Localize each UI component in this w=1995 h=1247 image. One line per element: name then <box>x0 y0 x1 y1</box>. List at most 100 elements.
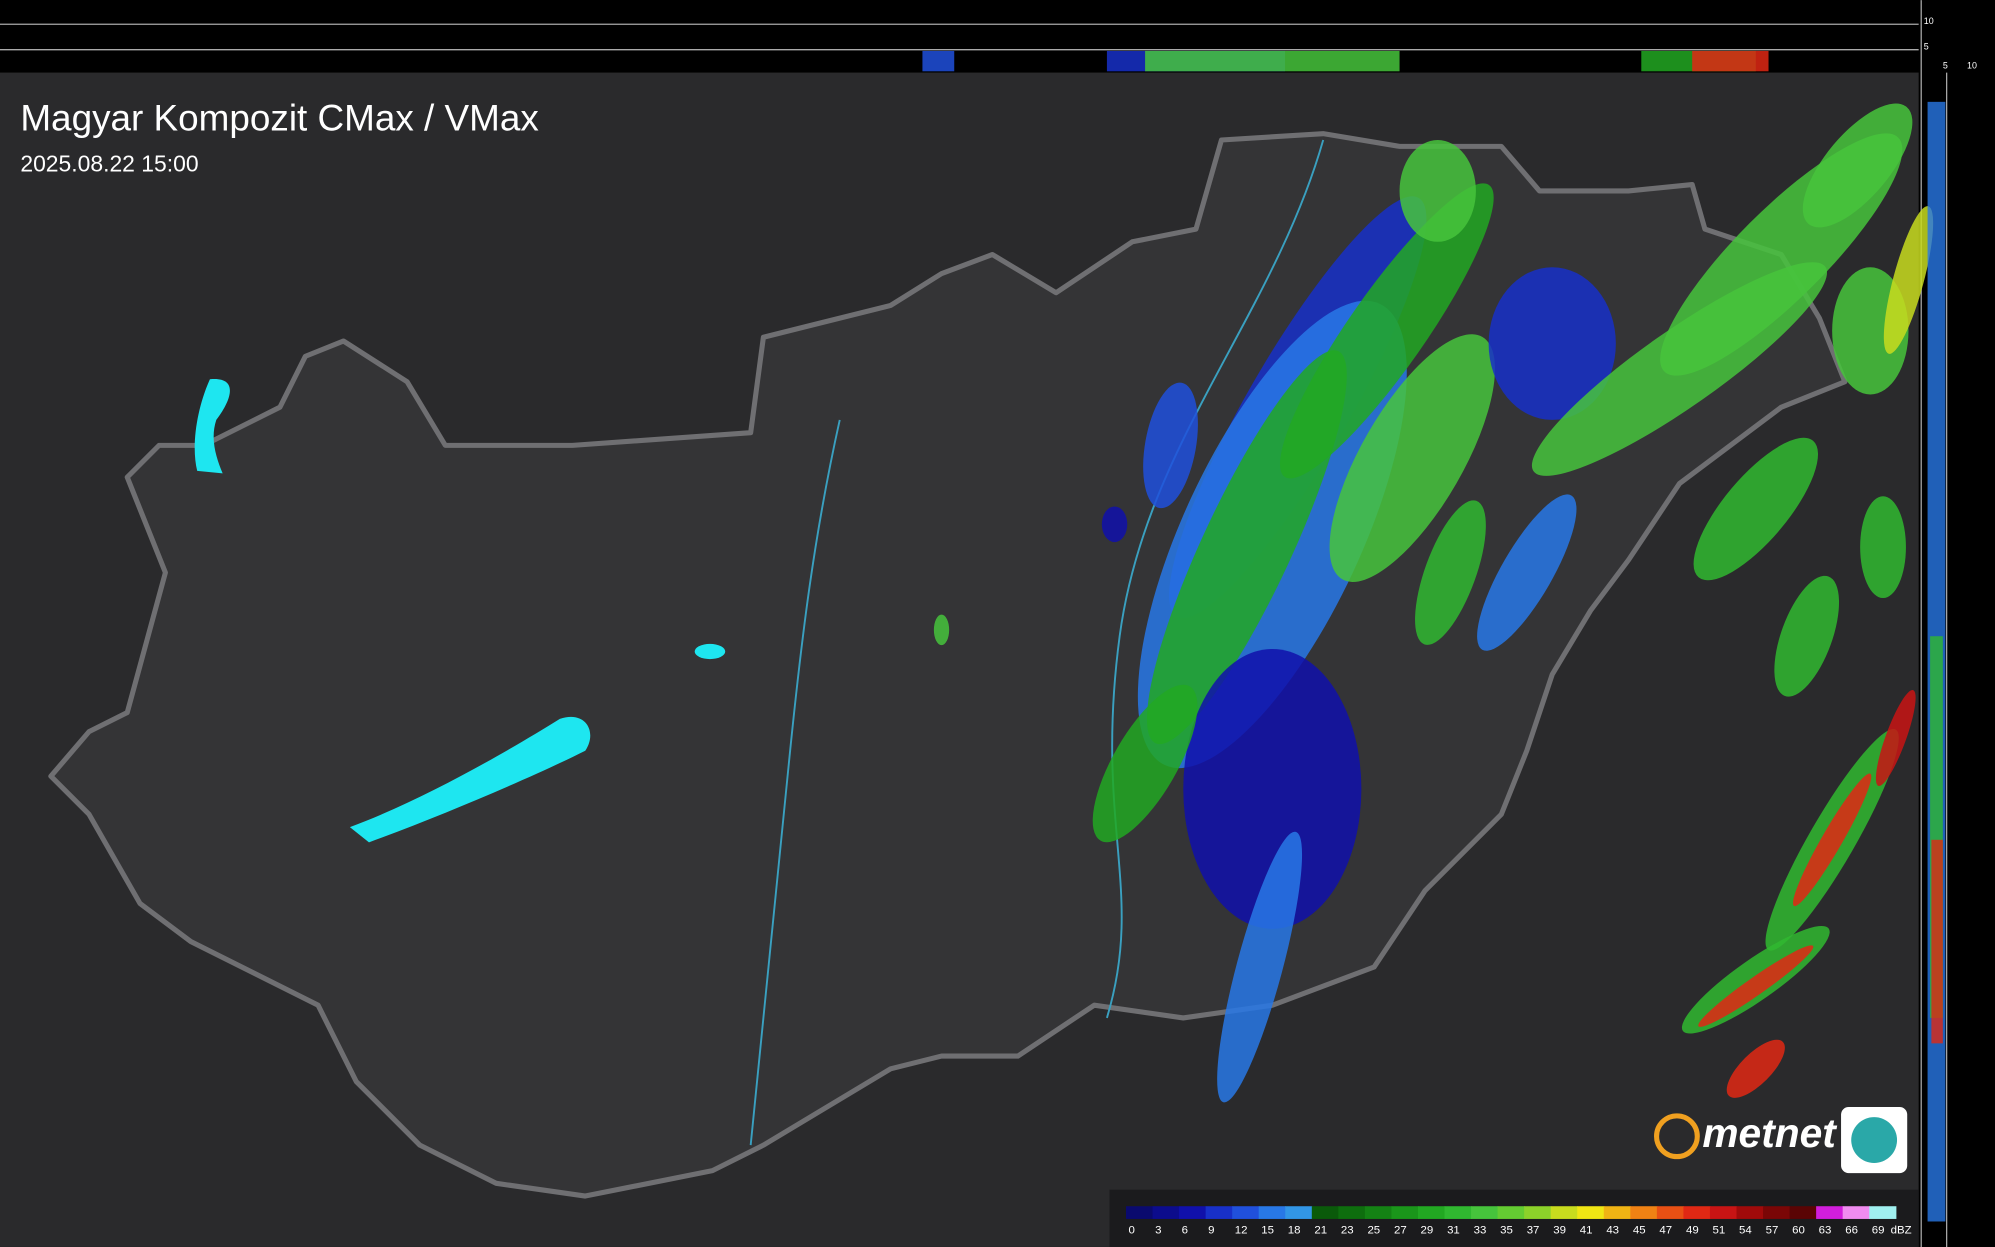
legend-tick: 43 <box>1606 1224 1619 1236</box>
legend-swatch <box>1471 1206 1499 1219</box>
radar-echo <box>1183 648 1362 929</box>
legend-tick: 25 <box>1367 1224 1380 1236</box>
lake <box>349 716 591 843</box>
legend-swatch <box>1364 1206 1393 1219</box>
legend-tick: 63 <box>1819 1224 1832 1236</box>
legend-tick: 51 <box>1713 1224 1726 1236</box>
legend-tick: 3 <box>1155 1224 1161 1236</box>
legend-swatch <box>1444 1206 1472 1219</box>
legend-swatch <box>1869 1206 1897 1219</box>
legend-tick: 12 <box>1235 1224 1248 1236</box>
legend-swatch <box>1816 1206 1844 1219</box>
lake <box>194 378 230 474</box>
profile-tick: 10 <box>1924 16 1934 26</box>
legend-tick: 47 <box>1659 1224 1672 1236</box>
legend-swatch <box>1603 1206 1631 1219</box>
legend-tick: 60 <box>1792 1224 1805 1236</box>
legend-swatch <box>1630 1206 1658 1219</box>
legend-swatch <box>1338 1206 1366 1219</box>
radar-echo <box>933 614 950 646</box>
legend-swatch <box>1524 1206 1552 1219</box>
legend-tick: 49 <box>1686 1224 1699 1236</box>
legend-swatch <box>1577 1206 1605 1219</box>
radar-echo <box>1488 267 1616 420</box>
radar-echo <box>1415 500 1486 645</box>
logo-text: metnet <box>1702 1110 1837 1156</box>
legend-swatch <box>1550 1206 1578 1219</box>
radar-echo <box>1693 437 1819 581</box>
logo-sun <box>1654 1113 1700 1160</box>
legend-tick: 54 <box>1739 1224 1752 1236</box>
legend-swatch <box>1232 1206 1260 1219</box>
radar-echo <box>1860 496 1906 599</box>
radar-echo <box>1217 831 1303 1103</box>
legend-tick: 33 <box>1474 1224 1487 1236</box>
legend-tick: 27 <box>1394 1224 1407 1236</box>
radar-echo <box>1279 183 1494 479</box>
radar-echo <box>1143 382 1198 509</box>
radar-echo <box>1792 773 1872 907</box>
radar-echo <box>1774 575 1840 697</box>
legend-swatch <box>1205 1206 1233 1219</box>
radar-echo <box>1092 684 1198 843</box>
profile-echo <box>1931 839 1943 1044</box>
legend-tick: 35 <box>1500 1224 1513 1236</box>
river <box>749 419 841 1146</box>
legend-swatch <box>1285 1206 1313 1219</box>
legend-swatch <box>1258 1206 1286 1219</box>
legend-tick: 45 <box>1633 1224 1646 1236</box>
legend-swatch <box>1126 1206 1154 1219</box>
radar-echo <box>1101 506 1128 543</box>
radar-echo <box>1329 334 1495 582</box>
legend-swatch <box>1736 1206 1764 1219</box>
legend-swatch <box>1417 1206 1446 1219</box>
legend-tick: 9 <box>1208 1224 1214 1236</box>
legend-tick: 41 <box>1580 1224 1593 1236</box>
map-title: Magyar Kompozit CMax / VMax <box>20 98 539 139</box>
legend-tick: 21 <box>1314 1224 1327 1236</box>
legend-swatch <box>1683 1206 1711 1219</box>
legend-tick: 18 <box>1288 1224 1301 1236</box>
radar-echo <box>1875 690 1916 786</box>
legend: 0 3 6 9 12 15 18 21 23 25 27 29 31 33 35 37 39 41 43 45 47 49… <box>1126 1206 1912 1236</box>
legend-tick: 37 <box>1527 1224 1540 1236</box>
profile-tick: 10 <box>1967 61 1977 71</box>
legend-swatch <box>1709 1206 1738 1219</box>
legend-swatch <box>1789 1206 1817 1219</box>
profile-tick: 5 <box>1924 41 1929 51</box>
lake <box>694 643 726 660</box>
legend-swatch <box>1311 1206 1339 1219</box>
radar-echoes <box>922 50 1946 1222</box>
radar-echo <box>1802 103 1913 228</box>
profile-tick: 5 <box>1943 61 1948 71</box>
logo-badge-mark <box>1851 1117 1898 1163</box>
legend-swatch <box>1179 1206 1207 1219</box>
legend-tick: 66 <box>1845 1224 1858 1236</box>
legend-swatch <box>1152 1206 1180 1219</box>
legend-swatch <box>1763 1206 1791 1219</box>
legend-swatch <box>1842 1206 1870 1219</box>
radar-echo <box>1477 494 1577 651</box>
legend-tick: 29 <box>1421 1224 1434 1236</box>
profile-echo <box>1145 50 1400 72</box>
radar-echo <box>1883 206 1934 354</box>
legend-tick: 69 <box>1872 1224 1885 1236</box>
legend-tick: 15 <box>1261 1224 1274 1236</box>
legend-tick: 23 <box>1341 1224 1354 1236</box>
legend-tick: 39 <box>1553 1224 1566 1236</box>
radar-echo <box>1698 945 1814 1027</box>
profile-echo <box>1692 50 1769 72</box>
profile-echo <box>922 50 955 72</box>
legend-tick: 57 <box>1766 1224 1779 1236</box>
legend-tick: 31 <box>1447 1224 1460 1236</box>
legend-swatch <box>1497 1206 1525 1219</box>
legend-swatch <box>1656 1206 1685 1219</box>
river <box>1106 139 1325 1019</box>
legend-swatch <box>1391 1206 1419 1219</box>
legend-unit: dBZ <box>1891 1224 1912 1236</box>
radar-echo <box>1726 1039 1785 1098</box>
legend-tick: 0 <box>1129 1224 1135 1236</box>
